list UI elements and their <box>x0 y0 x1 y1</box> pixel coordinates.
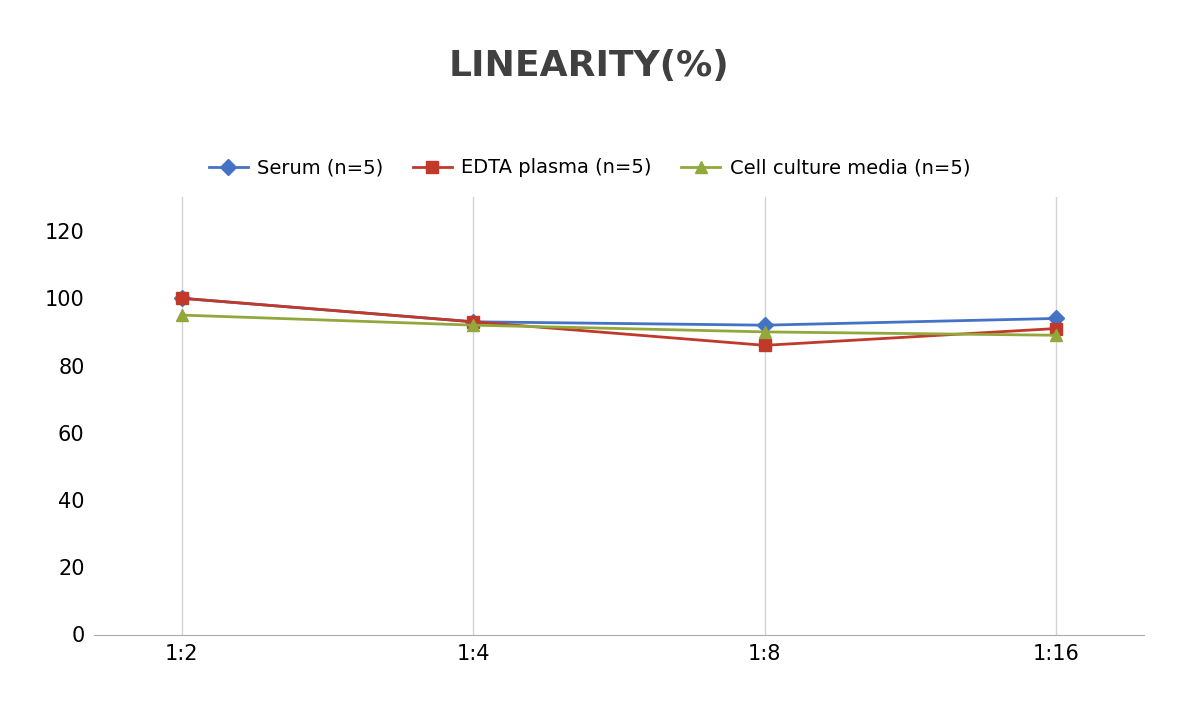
Cell culture media (n=5) <box>174 311 189 319</box>
EDTA plasma (n=5) <box>1049 324 1063 333</box>
Serum (n=5) <box>758 321 772 329</box>
Serum (n=5) <box>466 317 480 326</box>
Line: Serum (n=5): Serum (n=5) <box>176 293 1062 331</box>
Line: EDTA plasma (n=5): EDTA plasma (n=5) <box>176 293 1062 351</box>
Serum (n=5) <box>1049 314 1063 323</box>
Cell culture media (n=5) <box>1049 331 1063 340</box>
Cell culture media (n=5) <box>758 328 772 336</box>
EDTA plasma (n=5) <box>174 294 189 302</box>
Text: LINEARITY(%): LINEARITY(%) <box>449 49 730 83</box>
Legend: Serum (n=5), EDTA plasma (n=5), Cell culture media (n=5): Serum (n=5), EDTA plasma (n=5), Cell cul… <box>200 151 979 185</box>
Serum (n=5) <box>174 294 189 302</box>
Cell culture media (n=5) <box>466 321 480 329</box>
EDTA plasma (n=5) <box>466 317 480 326</box>
EDTA plasma (n=5) <box>758 341 772 350</box>
Line: Cell culture media (n=5): Cell culture media (n=5) <box>176 309 1062 341</box>
